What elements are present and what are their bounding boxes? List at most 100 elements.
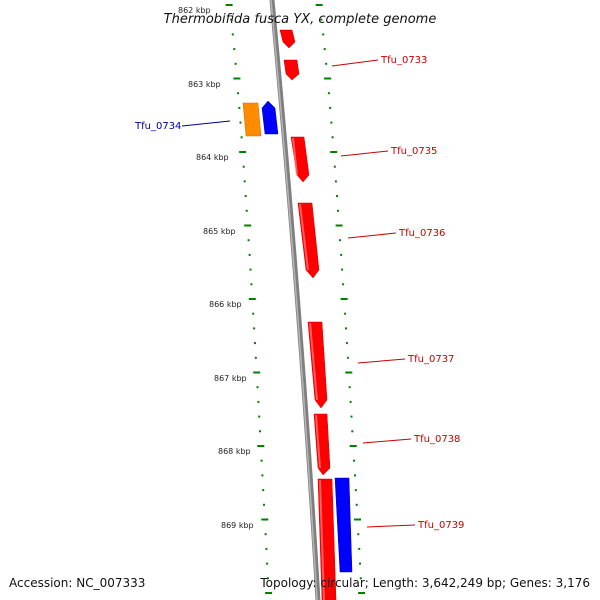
right-tick <box>344 312 347 315</box>
right-tick <box>334 180 337 183</box>
left-tick <box>234 62 237 65</box>
left-tick <box>254 342 256 345</box>
left-tick <box>266 577 269 580</box>
left-tick <box>260 459 263 462</box>
right-tick <box>329 106 332 109</box>
right-tick <box>323 48 326 51</box>
gene-tfu-0734-orange[interactable] <box>242 102 262 137</box>
right-tick <box>345 327 347 330</box>
left-tick <box>244 195 247 198</box>
right-tick <box>315 4 323 6</box>
ruler-label-865: 865 kbp <box>203 227 236 236</box>
right-tick <box>340 298 348 300</box>
left-tick <box>262 489 265 492</box>
left-tick <box>245 209 248 212</box>
callout-lines <box>181 59 416 528</box>
gene-label-tfu-0736[interactable]: Tfu_0736 <box>398 228 445 239</box>
left-tick <box>265 592 273 594</box>
ruler-label-862: 862 kbp <box>178 6 211 15</box>
map-title: Thermobifida fusca YX, complete genome <box>164 12 437 27</box>
left-tick <box>248 298 256 300</box>
gene-label-tfu-0733[interactable]: Tfu_0733 <box>380 55 427 66</box>
right-tick <box>354 518 361 521</box>
right-tick <box>320 18 323 21</box>
gene-bevel-highlight <box>292 137 325 600</box>
right-tick <box>330 151 338 153</box>
gene-labels: Tfu_0733 Tfu_0734 Tfu_0735 Tfu_0736 Tfu_… <box>134 55 464 531</box>
right-tick <box>341 268 344 271</box>
left-tick-row <box>225 4 273 594</box>
left-tick <box>249 268 252 271</box>
left-tick <box>253 327 256 330</box>
right-tick <box>351 430 354 433</box>
left-tick <box>254 356 257 359</box>
right-tick <box>327 92 330 95</box>
right-tick <box>359 562 361 565</box>
gene-label-tfu-0739[interactable]: Tfu_0739 <box>417 520 464 531</box>
right-tick <box>324 77 332 80</box>
right-tick <box>349 445 357 447</box>
right-tick <box>337 209 340 212</box>
left-tick <box>257 445 265 447</box>
genome-backbone-highlight <box>270 0 318 600</box>
right-tick <box>348 386 351 389</box>
right-tick <box>353 459 356 462</box>
left-tick <box>261 518 269 521</box>
gene-label-tfu-0735[interactable]: Tfu_0735 <box>390 146 437 157</box>
ruler-label-867: 867 kbp <box>214 374 247 383</box>
right-tick <box>349 400 352 403</box>
ruler-label-869: 869 kbp <box>221 521 254 530</box>
right-tick <box>354 489 357 492</box>
left-tick <box>265 547 268 550</box>
right-tick <box>325 62 328 65</box>
right-tick <box>358 547 361 550</box>
right-tick <box>358 592 366 594</box>
gene-label-tfu-0734[interactable]: Tfu_0734 <box>134 121 181 132</box>
left-tick <box>264 533 267 536</box>
right-tick <box>350 415 353 418</box>
right-tick <box>333 165 336 168</box>
right-tick <box>322 33 325 36</box>
left-tick <box>242 165 245 168</box>
right-tick <box>331 136 334 139</box>
right-tick <box>330 121 333 124</box>
right-tick <box>335 224 343 227</box>
right-tick <box>354 474 356 477</box>
right-tick <box>345 371 353 374</box>
left-tick <box>247 239 250 242</box>
left-tick <box>248 253 251 256</box>
ruler-label-864: 864 kbp <box>196 153 229 162</box>
gene-tfu-0734-blue[interactable] <box>261 100 279 135</box>
gene-label-tfu-0738[interactable]: Tfu_0738 <box>413 434 460 445</box>
left-tick <box>263 503 265 506</box>
right-tick <box>359 577 362 580</box>
right-tick <box>339 239 342 242</box>
left-tick <box>231 33 234 36</box>
right-tick <box>340 253 343 256</box>
ruler-label-863: 863 kbp <box>188 80 221 89</box>
left-tick <box>225 4 233 6</box>
left-tick <box>239 121 242 124</box>
right-tick <box>336 195 338 198</box>
left-tick <box>238 106 241 109</box>
gene-tfu-0733[interactable] <box>283 59 300 81</box>
gene-tfu-0739-blue[interactable] <box>334 477 353 573</box>
accession-text: Accession: NC_007333 <box>9 576 145 590</box>
right-tick <box>357 533 360 536</box>
left-tick <box>230 18 233 21</box>
left-tick <box>256 386 259 389</box>
right-tick-row <box>315 4 366 594</box>
left-tick <box>253 371 261 374</box>
left-tick <box>233 77 241 80</box>
left-tick <box>233 48 236 51</box>
right-tick <box>355 503 358 506</box>
gene-tfu-0736[interactable] <box>297 202 320 279</box>
ruler-label-866: 866 kbp <box>209 300 242 309</box>
gene-tfu-0732-partial[interactable] <box>279 29 296 49</box>
genome-backbone <box>269 0 321 600</box>
gene-label-tfu-0737[interactable]: Tfu_0737 <box>407 354 454 365</box>
left-tick <box>266 562 269 565</box>
ruler-label-868: 868 kbp <box>218 447 251 456</box>
